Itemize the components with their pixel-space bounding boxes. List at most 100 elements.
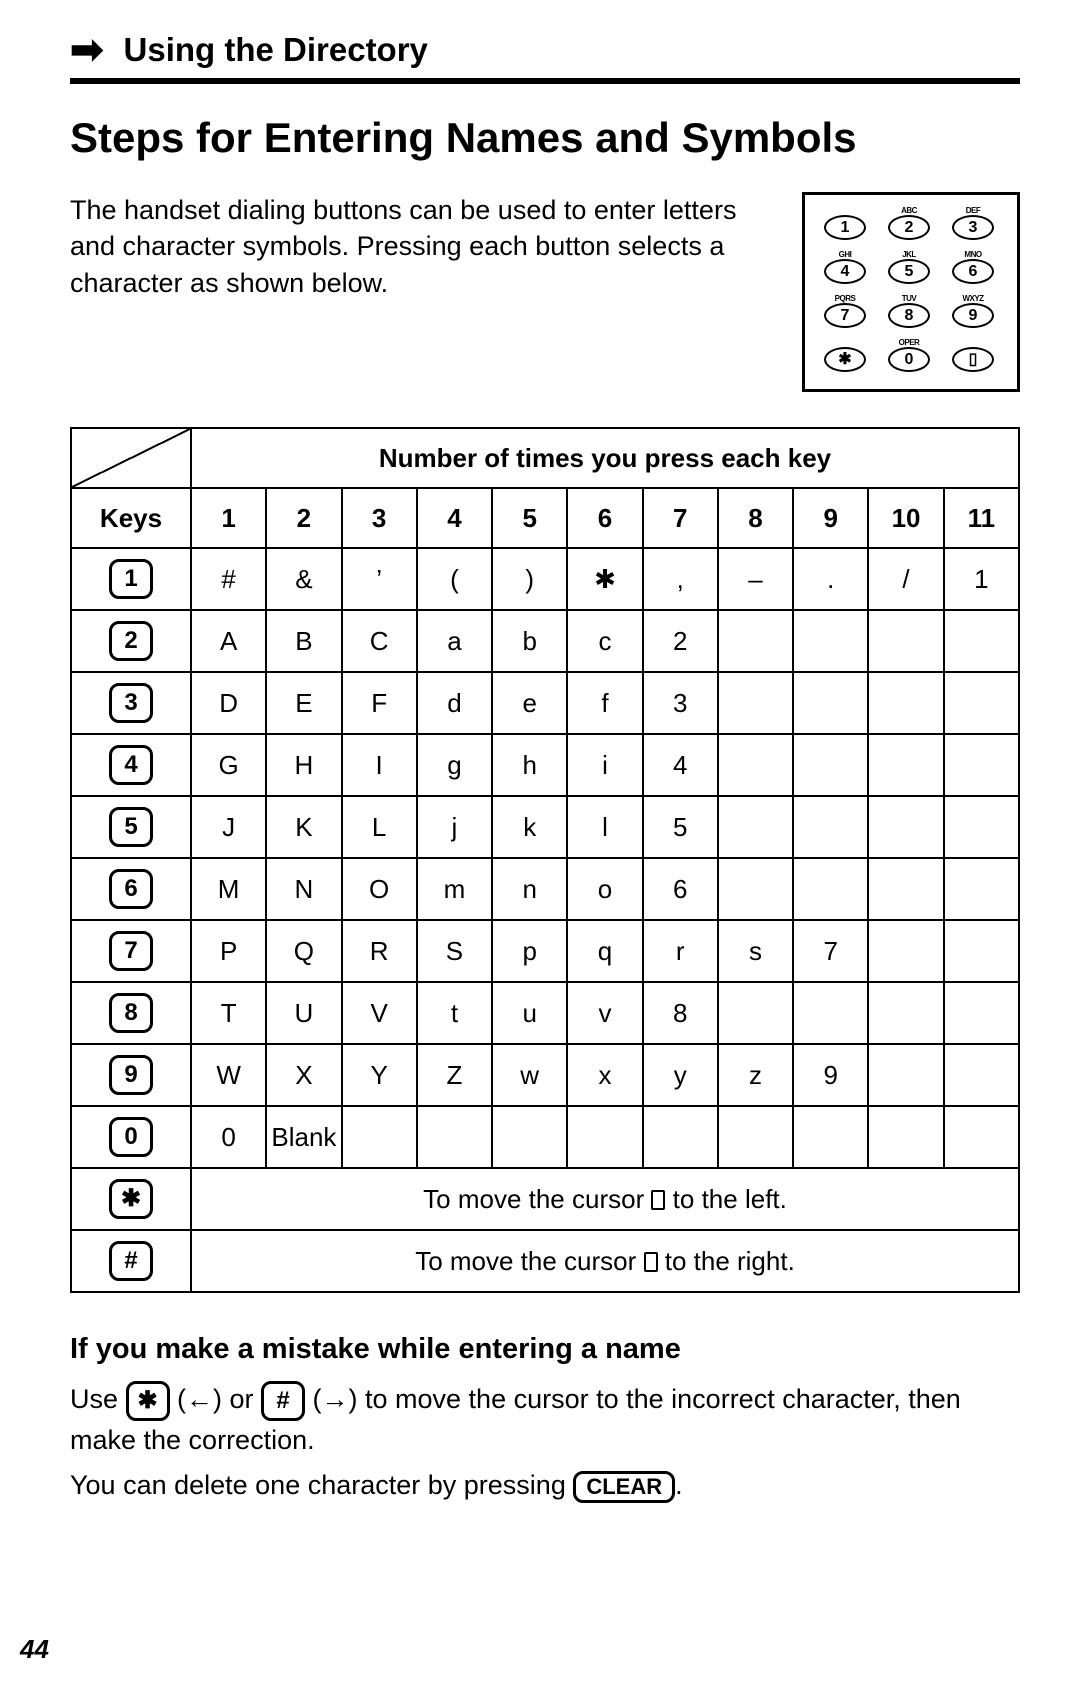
text: You can delete one character by pressing	[70, 1470, 573, 1500]
col-header: 9	[793, 488, 868, 548]
mistake-heading: If you make a mistake while entering a n…	[70, 1333, 1020, 1366]
char-cell: &	[266, 548, 341, 610]
keypad-key: TUV8	[885, 295, 933, 335]
char-cell: U	[266, 982, 341, 1044]
char-cell	[868, 1106, 943, 1168]
col-header: 10	[868, 488, 943, 548]
char-cell: )	[492, 548, 567, 610]
char-cell: .	[793, 548, 868, 610]
char-cell	[417, 1106, 492, 1168]
char-cell: h	[492, 734, 567, 796]
intro-text: The handset dialing buttons can be used …	[70, 192, 762, 301]
arrow-right-icon: ➡	[70, 30, 104, 70]
key-cell: 6	[71, 858, 191, 920]
keypad-key: ✱	[821, 339, 869, 379]
char-cell	[643, 1106, 718, 1168]
char-cell	[793, 734, 868, 796]
char-cell: Blank	[266, 1106, 341, 1168]
char-cell: C	[342, 610, 417, 672]
char-cell: w	[492, 1044, 567, 1106]
char-cell: K	[266, 796, 341, 858]
hash-text: To move the cursor to the right.	[191, 1230, 1019, 1292]
char-cell: s	[718, 920, 793, 982]
char-cell: A	[191, 610, 266, 672]
char-cell: ✱	[567, 548, 642, 610]
char-cell: I	[342, 734, 417, 796]
char-cell	[492, 1106, 567, 1168]
char-cell	[944, 796, 1019, 858]
char-cell: u	[492, 982, 567, 1044]
table-span-header: Number of times you press each key	[191, 428, 1019, 488]
char-cell	[944, 1106, 1019, 1168]
key-cell: 2	[71, 610, 191, 672]
key-cell: 9	[71, 1044, 191, 1106]
section-header: ➡ Using the Directory	[70, 30, 1020, 70]
col-header: 4	[417, 488, 492, 548]
keypad-key: PQRS7	[821, 295, 869, 335]
keypad-key: MNO6	[949, 251, 997, 291]
char-cell: V	[342, 982, 417, 1044]
mistake-line-1: Use ✱ (←) or # (→) to move the cursor to…	[70, 1380, 1020, 1460]
char-cell: Q	[266, 920, 341, 982]
char-cell	[868, 610, 943, 672]
char-cell: #	[191, 548, 266, 610]
char-cell	[944, 920, 1019, 982]
char-cell	[868, 1044, 943, 1106]
char-cell: q	[567, 920, 642, 982]
char-cell	[793, 672, 868, 734]
col-header: 7	[643, 488, 718, 548]
char-cell: f	[567, 672, 642, 734]
key-cell: 7	[71, 920, 191, 982]
char-cell: F	[342, 672, 417, 734]
hash-key-icon: #	[261, 1381, 305, 1421]
char-cell	[793, 1106, 868, 1168]
char-cell: t	[417, 982, 492, 1044]
keypad-key: WXYZ9	[949, 295, 997, 335]
keypad-key: 1	[821, 207, 869, 247]
col-header: 3	[342, 488, 417, 548]
char-cell: 0	[191, 1106, 266, 1168]
col-header: 8	[718, 488, 793, 548]
star-row: ✱To move the cursor to the left.	[71, 1168, 1019, 1230]
char-cell	[868, 920, 943, 982]
table-row: 8TUVtuv8	[71, 982, 1019, 1044]
char-cell: 5	[643, 796, 718, 858]
key-cell: 8	[71, 982, 191, 1044]
table-row: 6MNOmno6	[71, 858, 1019, 920]
char-cell: i	[567, 734, 642, 796]
text: .	[675, 1470, 683, 1500]
char-cell: (	[417, 548, 492, 610]
char-cell	[944, 672, 1019, 734]
keypad-key: GHI4	[821, 251, 869, 291]
char-cell: H	[266, 734, 341, 796]
text: Use	[70, 1384, 126, 1414]
char-cell: 8	[643, 982, 718, 1044]
char-cell: j	[417, 796, 492, 858]
clear-key-icon: CLEAR	[573, 1471, 675, 1503]
char-cell: 6	[643, 858, 718, 920]
char-cell: Y	[342, 1044, 417, 1106]
char-cell	[793, 982, 868, 1044]
char-cell: E	[266, 672, 341, 734]
text: (←) or	[170, 1384, 262, 1414]
divider	[70, 78, 1020, 84]
star-key-icon: ✱	[126, 1381, 170, 1421]
char-cell	[868, 672, 943, 734]
mistake-line-2: You can delete one character by pressing…	[70, 1466, 1020, 1505]
keypad-key: OPER0	[885, 339, 933, 379]
char-cell: p	[492, 920, 567, 982]
char-cell	[868, 982, 943, 1044]
keypad-key: JKL5	[885, 251, 933, 291]
key-cell: 1	[71, 548, 191, 610]
keypad-key: DEF3	[949, 207, 997, 247]
keypad-key: ABC2	[885, 207, 933, 247]
char-cell	[793, 796, 868, 858]
char-cell: L	[342, 796, 417, 858]
char-cell: b	[492, 610, 567, 672]
char-cell: –	[718, 548, 793, 610]
table-row: 1#&’()✱,–./1	[71, 548, 1019, 610]
char-cell	[567, 1106, 642, 1168]
char-cell: ,	[643, 548, 718, 610]
char-cell: v	[567, 982, 642, 1044]
page-number: 44	[20, 1634, 49, 1665]
